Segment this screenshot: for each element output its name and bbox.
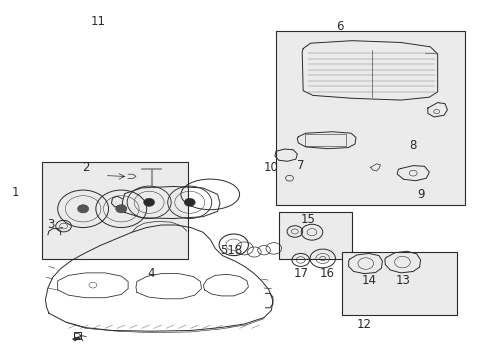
Bar bbox=[41, 162, 188, 259]
Text: 12: 12 bbox=[356, 318, 371, 330]
Text: 13: 13 bbox=[395, 274, 410, 287]
Text: 16: 16 bbox=[320, 267, 334, 280]
Text: 11: 11 bbox=[90, 15, 105, 28]
Text: 15: 15 bbox=[300, 213, 315, 226]
Bar bbox=[74, 332, 81, 339]
Bar bbox=[276, 31, 464, 205]
Text: 2: 2 bbox=[81, 161, 89, 174]
Text: 1: 1 bbox=[12, 186, 20, 199]
Text: 518: 518 bbox=[219, 244, 242, 257]
Bar bbox=[304, 134, 346, 146]
Text: 9: 9 bbox=[416, 188, 424, 201]
Circle shape bbox=[78, 205, 88, 213]
Text: 7: 7 bbox=[296, 159, 304, 172]
Bar bbox=[278, 212, 351, 259]
Text: 6: 6 bbox=[335, 21, 343, 33]
Text: 4: 4 bbox=[147, 267, 155, 280]
Text: 8: 8 bbox=[408, 139, 416, 152]
Text: 14: 14 bbox=[361, 274, 376, 287]
Text: 3: 3 bbox=[47, 219, 55, 231]
Bar bbox=[342, 252, 456, 315]
Text: 10: 10 bbox=[264, 161, 278, 174]
Text: 17: 17 bbox=[293, 267, 307, 280]
Circle shape bbox=[184, 198, 195, 206]
Circle shape bbox=[116, 205, 126, 213]
Circle shape bbox=[143, 198, 154, 206]
